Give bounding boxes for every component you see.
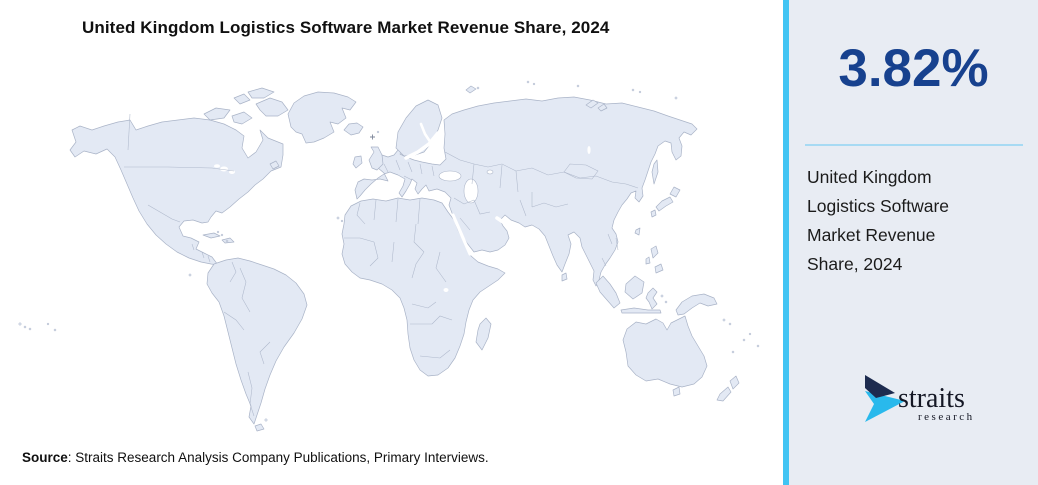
landmass-scandinavia bbox=[395, 99, 443, 157]
logo-name: straits bbox=[898, 383, 965, 414]
source-label: Source bbox=[22, 450, 68, 465]
landmass-united-kingdom bbox=[368, 146, 384, 171]
chart-title: United Kingdom Logistics Software Market… bbox=[82, 18, 610, 37]
landmass-new-zealand bbox=[729, 375, 740, 390]
stat-description-line: Market Revenue bbox=[807, 225, 936, 245]
island-tasmania bbox=[672, 386, 681, 397]
logo-mark-icon bbox=[865, 375, 905, 422]
stat-value: 3.82% bbox=[838, 39, 989, 98]
logo-subtitle: research bbox=[918, 411, 975, 423]
stat-description-line: United Kingdom bbox=[807, 167, 932, 187]
stat-description-line: Share, 2024 bbox=[807, 254, 903, 274]
island-sumatra bbox=[595, 275, 621, 309]
world-map[interactable] bbox=[8, 72, 780, 448]
stat-description: United Kingdom Logistics Software Market… bbox=[807, 163, 949, 279]
straits-research-logo: straits research bbox=[861, 372, 1036, 426]
island-borneo bbox=[624, 275, 645, 300]
landmass-arctic-islands bbox=[203, 107, 231, 121]
persian-gulf bbox=[495, 216, 511, 228]
plus-marker bbox=[370, 134, 375, 140]
landmass-japan bbox=[669, 186, 681, 198]
red-sea bbox=[451, 213, 472, 256]
island-cuba bbox=[202, 232, 221, 239]
stat-description-line: Logistics Software bbox=[807, 196, 950, 216]
black-sea bbox=[438, 170, 462, 182]
stat-panel: 3.82% United Kingdom Logistics Software … bbox=[789, 0, 1038, 485]
landmass-australia bbox=[622, 315, 708, 388]
stat-rule-line bbox=[805, 144, 1023, 146]
island-new-guinea bbox=[675, 293, 718, 316]
accent-divider bbox=[783, 0, 789, 485]
landmass-greenland bbox=[287, 91, 357, 144]
landmass-ireland bbox=[352, 155, 363, 169]
landmass-south-america bbox=[206, 257, 308, 425]
source-note: Source: Straits Research Analysis Compan… bbox=[22, 450, 489, 465]
island-madagascar bbox=[475, 317, 492, 351]
source-text: : Straits Research Analysis Company Publ… bbox=[67, 450, 489, 465]
landmass-eurasia bbox=[354, 96, 698, 287]
caspian-sea bbox=[463, 178, 479, 204]
baltic-sea bbox=[404, 131, 440, 160]
landmass-iceland bbox=[343, 122, 364, 136]
landmass-north-america bbox=[69, 117, 284, 266]
